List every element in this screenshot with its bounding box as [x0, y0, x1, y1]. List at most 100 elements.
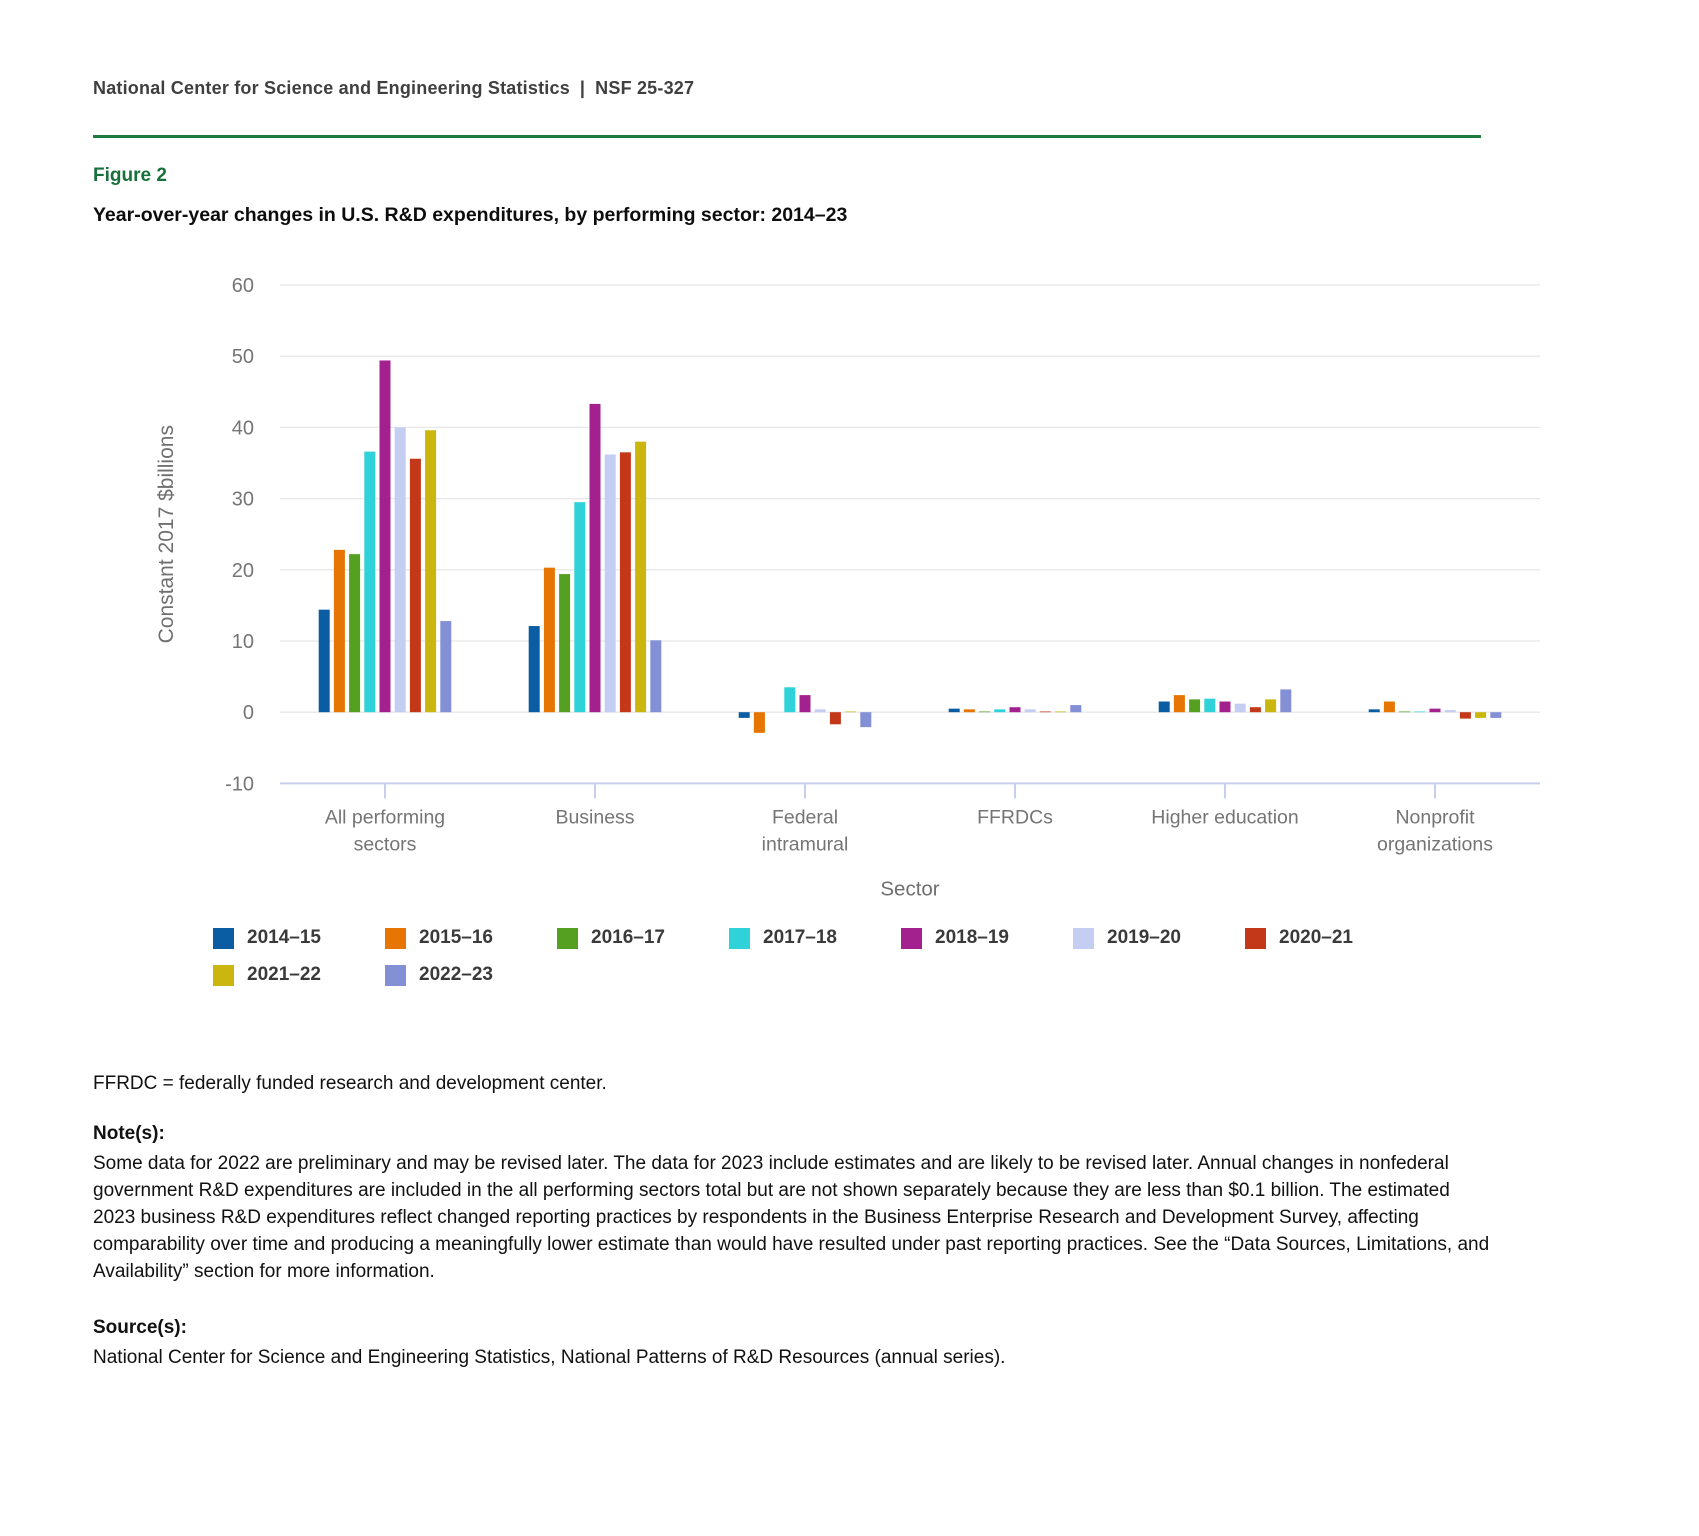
header-report-number: NSF 25-327	[595, 78, 695, 98]
legend-label: 2020–21	[1279, 927, 1353, 948]
legend-swatch	[557, 927, 578, 949]
legend-swatch	[213, 927, 234, 949]
bar	[845, 711, 857, 713]
bar	[1429, 708, 1441, 713]
bar	[979, 711, 991, 713]
bar	[1173, 695, 1185, 713]
bar	[1070, 705, 1082, 713]
x-category-label: Higher education	[1151, 806, 1298, 828]
source-heading: Source(s):	[93, 1317, 187, 1338]
bar	[1490, 712, 1502, 718]
legend-item: 2015–16	[385, 927, 557, 949]
figure-title: Year-over-year changes in U.S. R&D expen…	[93, 204, 848, 226]
bar	[1158, 701, 1170, 713]
bar	[963, 709, 975, 713]
bar	[409, 458, 421, 713]
bar	[379, 360, 391, 713]
bar	[814, 709, 826, 713]
x-category-label: Nonprofit	[1395, 806, 1475, 828]
bar	[574, 502, 586, 713]
y-tick-label: 60	[232, 275, 254, 297]
report-header: National Center for Science and Engineer…	[93, 78, 1606, 99]
legend-label: 2021–22	[247, 964, 321, 985]
bar	[440, 621, 452, 713]
header-separator: |	[579, 78, 586, 98]
bar	[1368, 709, 1380, 713]
bar	[543, 567, 555, 713]
bar	[994, 709, 1006, 713]
header-organization: National Center for Science and Engineer…	[93, 78, 570, 98]
legend-item: 2018–19	[901, 927, 1073, 949]
bar	[364, 451, 376, 713]
bar	[1399, 711, 1411, 713]
legend-item: 2020–21	[1245, 927, 1417, 949]
y-tick-label: 0	[243, 702, 254, 724]
bar	[1055, 711, 1067, 713]
bar	[799, 695, 811, 713]
y-tick-label: 30	[232, 489, 254, 511]
bar	[860, 712, 872, 728]
bar	[1024, 709, 1036, 713]
y-tick-label: 10	[232, 631, 254, 653]
legend-label: 2022–23	[419, 964, 493, 985]
abbreviation-note: FFRDC = federally funded research and de…	[93, 1073, 607, 1094]
bar-chart: 60 50 40 30 20 10 0 -10 Constant 2017 $billions A…	[155, 275, 1540, 900]
legend-swatch	[1073, 927, 1094, 949]
bar	[650, 640, 662, 713]
y-tick-label: 40	[232, 417, 254, 439]
bar	[619, 452, 631, 713]
bar	[1189, 699, 1201, 713]
legend-label: 2018–19	[935, 927, 1009, 948]
source-body: National Center for Science and Engineer…	[93, 1347, 1006, 1368]
notes-heading: Note(s):	[93, 1123, 165, 1144]
bar	[1039, 711, 1051, 713]
y-tick-label: 20	[232, 560, 254, 582]
legend-swatch	[901, 927, 922, 949]
bar	[1383, 701, 1395, 713]
legend-label: 2016–17	[591, 927, 665, 948]
bar	[559, 574, 571, 713]
bar	[1265, 699, 1277, 713]
bar	[948, 708, 960, 713]
bar	[333, 549, 345, 713]
bar	[589, 403, 601, 713]
legend-item: 2019–20	[1073, 927, 1245, 949]
bar	[1459, 712, 1471, 719]
legend-item: 2014–15	[213, 927, 385, 949]
legend-item: 2016–17	[557, 927, 729, 949]
legend-label: 2017–18	[763, 927, 837, 948]
y-axis-title: Constant 2017 $billions	[155, 425, 178, 643]
legend-label: 2019–20	[1107, 927, 1181, 948]
x-axis-title: Sector	[880, 877, 939, 900]
y-tick-label: -10	[225, 773, 254, 795]
legend-swatch	[213, 964, 234, 986]
legend-item: 2021–22	[213, 964, 385, 986]
x-category-label: All performing	[325, 806, 445, 828]
bar	[1234, 703, 1246, 713]
bar	[1475, 712, 1487, 718]
legend-label: 2014–15	[247, 927, 321, 948]
legend-item: 2022–23	[385, 964, 557, 986]
chart-legend: 2014–15 2015–16 2016–17 2017–18 2018–19 2019–…	[213, 927, 1433, 1001]
x-category-label: sectors	[354, 833, 417, 855]
legend-swatch	[385, 964, 406, 986]
x-category-label: intramural	[762, 833, 849, 855]
bar	[1009, 707, 1021, 713]
figure-label: Figure 2	[93, 165, 167, 186]
legend-swatch	[1245, 927, 1266, 949]
bar	[528, 626, 540, 713]
bar	[1444, 710, 1456, 713]
legend-swatch	[385, 927, 406, 949]
x-category-label: Business	[555, 806, 634, 828]
bar	[829, 712, 841, 725]
bar	[784, 687, 796, 713]
bar	[1414, 711, 1426, 713]
bar	[349, 554, 361, 713]
legend-item: 2017–18	[729, 927, 901, 949]
bar	[753, 712, 765, 733]
bar	[394, 427, 406, 713]
bar	[425, 430, 437, 713]
divider-rule	[93, 135, 1481, 138]
x-category-label: FFRDCs	[977, 806, 1053, 828]
